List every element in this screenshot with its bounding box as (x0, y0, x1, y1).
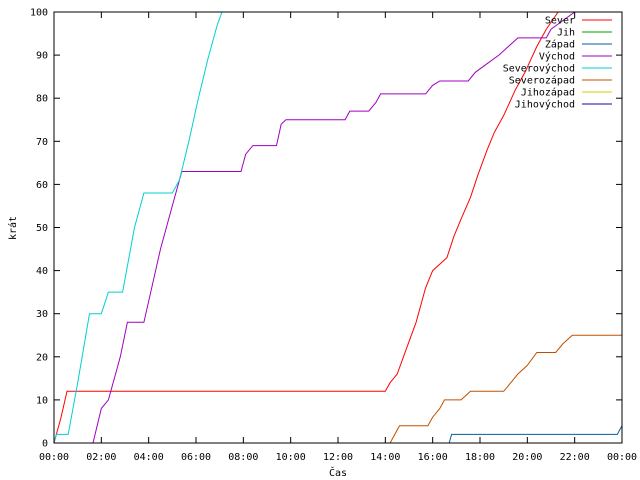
legend-label: Severozápad (509, 75, 575, 87)
legend-label: Severovýchod (503, 63, 575, 75)
x-tick-label: 10:00 (276, 452, 306, 463)
y-tick-label: 60 (36, 180, 48, 191)
x-axis-label: Čas (329, 466, 347, 479)
series-line-severovýchod (53, 11, 622, 444)
y-tick-label: 80 (36, 94, 48, 105)
y-tick-label: 40 (36, 266, 48, 277)
x-tick-label: 18:00 (465, 452, 495, 463)
x-tick-label: 02:00 (86, 452, 116, 463)
x-axis-ticks: 00:00 02:00 04:00 06:00 08:00 10:00 12:00 14:00… (39, 12, 637, 463)
y-tick-label: 90 (36, 51, 48, 62)
x-tick-label: 06:00 (181, 452, 211, 463)
y-tick-label: 100 (30, 8, 48, 19)
y-tick-label: 50 (36, 223, 48, 234)
legend-label: Sever (545, 16, 575, 27)
plot-border (53, 11, 623, 444)
legend-label: Východ (539, 51, 575, 63)
chart-legend: SeverJihZápadVýchodSeverovýchodSeverozáp… (503, 16, 612, 111)
y-tick-label: 30 (36, 309, 48, 320)
chart-plot-area (53, 11, 623, 444)
series-line-východ (92, 11, 622, 444)
series-line-severozápad (389, 330, 623, 444)
x-tick-label: 16:00 (418, 452, 448, 463)
y-axis-label: krát (7, 216, 19, 240)
y-tick-label: 10 (36, 395, 48, 406)
x-tick-label: 00:00 (607, 452, 637, 463)
x-tick-label: 14:00 (370, 452, 400, 463)
x-tick-label: 04:00 (134, 452, 164, 463)
series-line-západ (448, 425, 623, 444)
x-tick-label: 12:00 (323, 452, 353, 463)
x-tick-label: 08:00 (228, 452, 258, 463)
y-tick-label: 70 (36, 137, 48, 148)
y-tick-label: 0 (42, 439, 48, 450)
legend-label: Jih (557, 28, 575, 39)
y-axis-ticks: 0 10 20 30 40 50 60 70 80 90 100 (30, 8, 622, 450)
legend-label: Jihovýchod (515, 99, 575, 111)
legend-label: Jihozápad (521, 87, 575, 99)
series-line-sever (53, 11, 622, 444)
legend-label: Západ (545, 39, 575, 51)
x-tick-label: 00:00 (39, 452, 69, 463)
x-tick-label: 20:00 (512, 452, 542, 463)
x-tick-label: 22:00 (560, 452, 590, 463)
y-tick-label: 20 (36, 352, 48, 363)
